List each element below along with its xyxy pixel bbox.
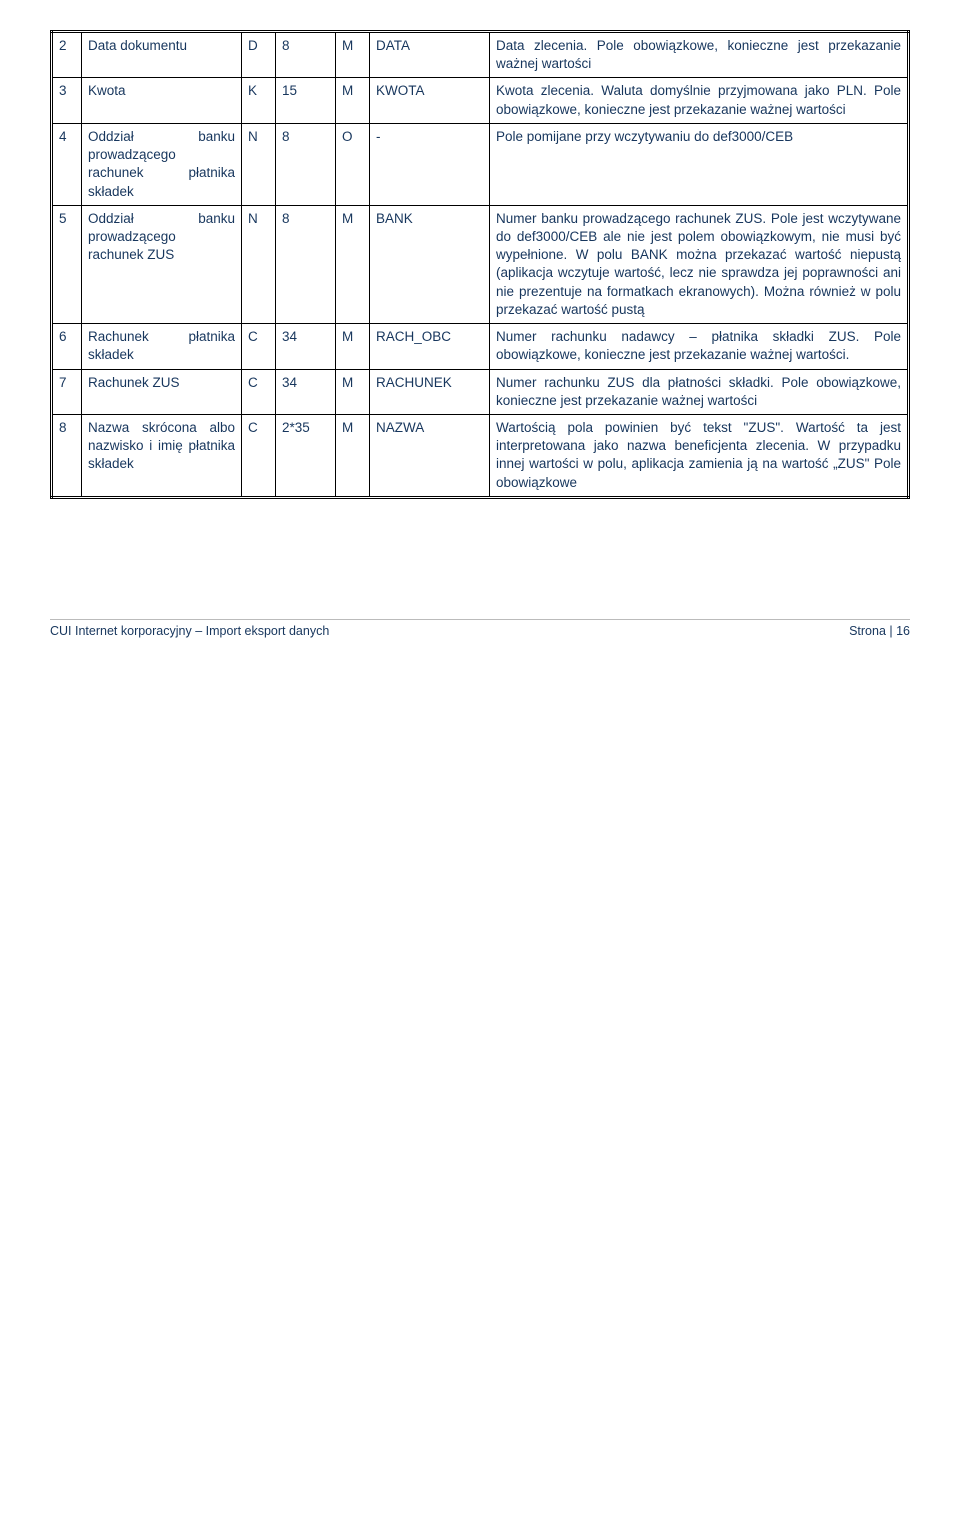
- cell-desc: Pole pomijane przy wczytywaniu do def300…: [490, 123, 909, 205]
- cell-req: M: [336, 324, 370, 369]
- cell-type: C: [242, 369, 276, 414]
- cell-type: D: [242, 32, 276, 78]
- table-row: 4 Oddział banku prowadzącego rachunek pł…: [52, 123, 909, 205]
- cell-len: 2*35: [276, 414, 336, 497]
- cell-type: K: [242, 78, 276, 123]
- cell-type: C: [242, 414, 276, 497]
- cell-desc: Numer rachunku nadawcy – płatnika składk…: [490, 324, 909, 369]
- cell-desc: Numer banku prowadzącego rachunek ZUS. P…: [490, 205, 909, 323]
- cell-desc: Data zlecenia. Pole obowiązkowe, koniecz…: [490, 32, 909, 78]
- table-row: 2 Data dokumentu D 8 M DATA Data zleceni…: [52, 32, 909, 78]
- cell-req: M: [336, 205, 370, 323]
- cell-type: N: [242, 205, 276, 323]
- page-footer: CUI Internet korporacyjny – Import ekspo…: [50, 619, 910, 638]
- cell-num: 2: [52, 32, 82, 78]
- cell-len: 34: [276, 324, 336, 369]
- cell-num: 8: [52, 414, 82, 497]
- cell-name: Data dokumentu: [82, 32, 242, 78]
- cell-field: NAZWA: [370, 414, 490, 497]
- cell-num: 3: [52, 78, 82, 123]
- cell-name: Oddział banku prowadzącego rachunek płat…: [82, 123, 242, 205]
- cell-req: M: [336, 78, 370, 123]
- cell-len: 8: [276, 32, 336, 78]
- cell-desc: Kwota zlecenia. Waluta domyślnie przyjmo…: [490, 78, 909, 123]
- cell-type: N: [242, 123, 276, 205]
- cell-num: 7: [52, 369, 82, 414]
- cell-field: DATA: [370, 32, 490, 78]
- cell-name: Rachunek płatnika składek: [82, 324, 242, 369]
- cell-num: 4: [52, 123, 82, 205]
- table-row: 6 Rachunek płatnika składek C 34 M RACH_…: [52, 324, 909, 369]
- footer-right: Strona | 16: [849, 624, 910, 638]
- cell-desc: Numer rachunku ZUS dla płatności składki…: [490, 369, 909, 414]
- cell-field: BANK: [370, 205, 490, 323]
- cell-len: 34: [276, 369, 336, 414]
- cell-len: 8: [276, 205, 336, 323]
- cell-field: KWOTA: [370, 78, 490, 123]
- table-row: 5 Oddział banku prowadzącego rachunek ZU…: [52, 205, 909, 323]
- cell-len: 8: [276, 123, 336, 205]
- cell-name: Nazwa skrócona albo nazwisko i imię płat…: [82, 414, 242, 497]
- cell-name: Kwota: [82, 78, 242, 123]
- cell-len: 15: [276, 78, 336, 123]
- table-row: 3 Kwota K 15 M KWOTA Kwota zlecenia. Wal…: [52, 78, 909, 123]
- specification-table: 2 Data dokumentu D 8 M DATA Data zleceni…: [50, 30, 910, 499]
- cell-req: M: [336, 414, 370, 497]
- cell-field: RACHUNEK: [370, 369, 490, 414]
- table-row: 7 Rachunek ZUS C 34 M RACHUNEK Numer rac…: [52, 369, 909, 414]
- cell-type: C: [242, 324, 276, 369]
- footer-left: CUI Internet korporacyjny – Import ekspo…: [50, 624, 329, 638]
- cell-num: 5: [52, 205, 82, 323]
- cell-name: Rachunek ZUS: [82, 369, 242, 414]
- cell-req: M: [336, 369, 370, 414]
- cell-num: 6: [52, 324, 82, 369]
- cell-field: RACH_OBC: [370, 324, 490, 369]
- cell-desc: Wartością pola powinien być tekst "ZUS".…: [490, 414, 909, 497]
- cell-req: M: [336, 32, 370, 78]
- cell-req: O: [336, 123, 370, 205]
- cell-field: -: [370, 123, 490, 205]
- cell-name: Oddział banku prowadzącego rachunek ZUS: [82, 205, 242, 323]
- table-row: 8 Nazwa skrócona albo nazwisko i imię pł…: [52, 414, 909, 497]
- table-body: 2 Data dokumentu D 8 M DATA Data zleceni…: [52, 32, 909, 498]
